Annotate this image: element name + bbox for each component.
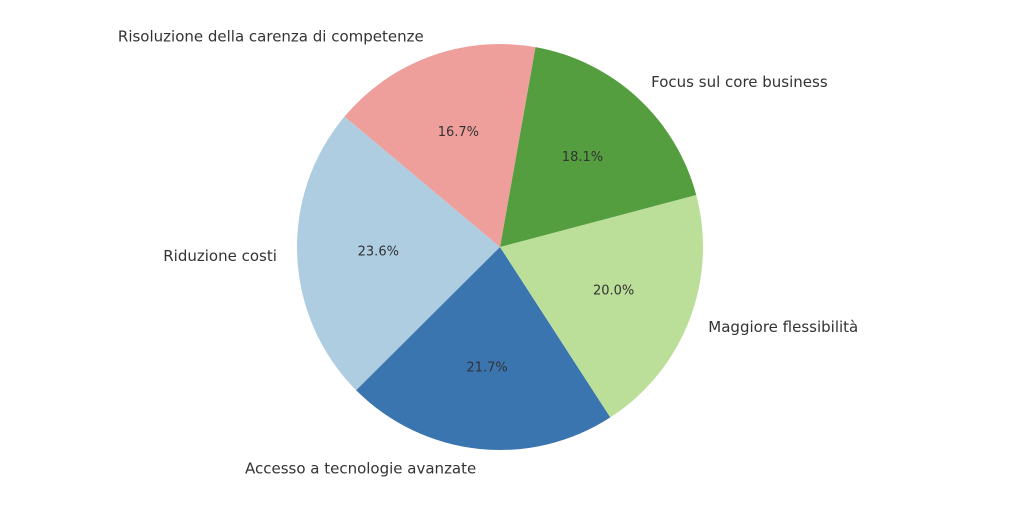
value-label: 21.7% (466, 361, 507, 376)
pie-slice (500, 47, 697, 247)
value-label: 20.0% (593, 283, 634, 298)
value-label: 18.1% (562, 150, 603, 165)
slice-label: Riduzione costi (163, 247, 277, 265)
pie-slice (344, 44, 536, 247)
slice-label: Focus sul core business (651, 73, 828, 91)
pie-slice (356, 247, 611, 450)
slice-label: Accesso a tecnologie avanzate (245, 460, 476, 478)
slice-label: Risoluzione della carenza di competenze (118, 28, 424, 46)
pie-slice (500, 194, 703, 418)
slice-label: Maggiore flessibilità (708, 318, 858, 336)
pie-slice (296, 116, 500, 391)
value-label: 16.7% (438, 125, 479, 140)
value-label: 23.6% (358, 245, 399, 260)
